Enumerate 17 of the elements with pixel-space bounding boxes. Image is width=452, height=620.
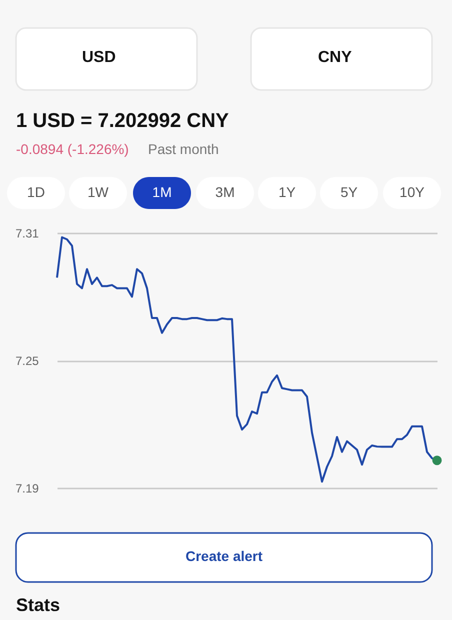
text: CNY — [318, 49, 352, 66]
y-tick-label: 7.19 — [16, 482, 40, 496]
text: Past month — [148, 141, 219, 157]
text: 1D — [27, 184, 45, 200]
text: -0.0894 (-1.226%) — [16, 141, 129, 157]
text: 1Y — [278, 184, 296, 200]
text: 10Y — [400, 184, 426, 200]
y-tick-label: 7.31 — [16, 226, 40, 240]
text: Create alert — [185, 548, 263, 564]
text: 1M — [152, 184, 172, 200]
chart-title: 1 USD = 7.202992 CNY — [16, 110, 230, 132]
text: Stats — [16, 595, 60, 615]
text: 1W — [88, 184, 110, 200]
text: 3M — [215, 184, 235, 200]
y-tick-label: 7.25 — [16, 354, 40, 368]
text: USD — [82, 49, 116, 66]
text: 5Y — [340, 184, 358, 200]
